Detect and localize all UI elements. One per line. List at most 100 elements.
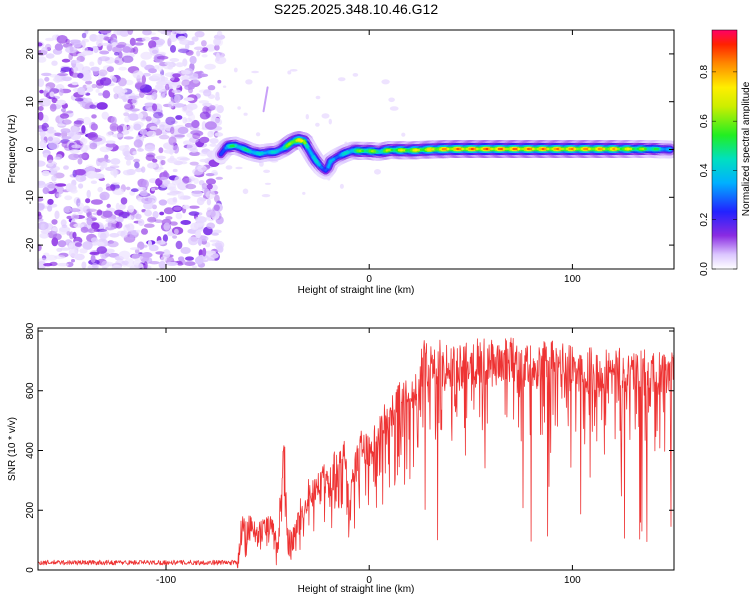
noise-blob	[111, 42, 118, 47]
noise-blob	[109, 233, 120, 238]
noise-blob	[105, 142, 117, 148]
noise-blob	[181, 105, 194, 113]
noise-blob	[195, 256, 204, 265]
noise-blob	[81, 50, 94, 56]
colorbar-tick-label: 0.8	[699, 64, 710, 78]
noise-blob	[141, 75, 146, 84]
noise-blob	[156, 55, 169, 60]
noise-blob	[106, 131, 113, 137]
noise-blob	[172, 103, 185, 108]
noise-blob	[141, 197, 153, 205]
noise-blob	[54, 156, 61, 160]
noise-blob	[69, 207, 80, 213]
noise-blob	[158, 147, 164, 154]
noise-blob	[177, 35, 187, 42]
noise-blob	[68, 242, 74, 249]
noise-blob	[101, 161, 108, 169]
noise-blob	[78, 183, 84, 189]
noise-blob	[79, 248, 88, 254]
noise-blob	[251, 70, 259, 74]
noise-blob	[199, 158, 208, 163]
noise-blob	[56, 193, 62, 198]
noise-blob	[206, 209, 216, 218]
noise-blob	[133, 123, 142, 131]
noise-blob	[70, 59, 81, 64]
noise-blob	[146, 130, 157, 138]
noise-blob	[135, 213, 142, 220]
noise-blob	[214, 194, 220, 203]
noise-blob	[124, 103, 136, 110]
noise-blob	[99, 232, 107, 242]
noise-blob	[82, 47, 89, 51]
noise-blob	[255, 132, 261, 137]
noise-blob	[38, 213, 43, 220]
noise-blob	[74, 242, 82, 247]
noise-blob	[214, 44, 220, 51]
noise-blob	[132, 70, 144, 79]
noise-blob	[199, 235, 209, 242]
noise-blob	[71, 144, 82, 149]
noise-blob	[141, 252, 153, 258]
noise-blob	[165, 83, 170, 91]
noise-blob	[163, 149, 176, 154]
noise-blob	[155, 251, 165, 255]
snr-xtick-label: 100	[564, 575, 581, 586]
noise-blob	[214, 240, 225, 250]
noise-blob	[38, 160, 46, 167]
noise-blob	[152, 211, 159, 219]
noise-blob	[91, 137, 103, 142]
noise-blob	[207, 85, 216, 91]
noise-blob	[42, 187, 49, 195]
noise-blob	[175, 62, 184, 68]
figure-title: S225.2025.348.10.46.G12	[274, 1, 438, 17]
noise-blob	[81, 32, 87, 39]
noise-blob	[47, 198, 54, 205]
snr-xtick-label: 0	[366, 575, 372, 586]
noise-blob	[140, 60, 147, 68]
noise-blob	[261, 194, 271, 198]
noise-blob	[96, 102, 108, 110]
noise-blob	[65, 261, 74, 268]
noise-blob	[163, 207, 174, 215]
noise-blob	[189, 55, 197, 65]
noise-blob	[43, 263, 53, 267]
noise-blob	[41, 170, 50, 177]
noise-blob	[133, 158, 140, 163]
snr-background	[38, 328, 674, 570]
noise-blob	[155, 240, 166, 245]
noise-blob	[182, 204, 190, 210]
noise-blob	[143, 223, 155, 228]
noise-blob	[99, 191, 110, 201]
noise-blob	[160, 159, 166, 166]
noise-blob	[64, 195, 73, 201]
noise-blob	[151, 187, 156, 192]
noise-blob	[138, 219, 145, 226]
noise-blob	[104, 36, 114, 42]
noise-blob	[192, 132, 201, 140]
noise-blob	[149, 261, 160, 265]
noise-blob	[189, 151, 201, 156]
noise-blob	[101, 111, 109, 120]
noise-blob	[134, 167, 143, 173]
noise-blob	[97, 241, 105, 248]
noise-blob	[125, 186, 131, 191]
noise-blob	[114, 52, 120, 56]
noise-blob	[118, 250, 131, 260]
noise-blob	[96, 228, 107, 232]
noise-blob	[144, 145, 156, 152]
noise-blob	[86, 217, 93, 226]
noise-blob	[124, 144, 129, 148]
noise-blob	[57, 262, 69, 267]
noise-blob	[305, 114, 309, 120]
noise-blob	[51, 175, 57, 182]
noise-blob	[131, 253, 144, 261]
noise-blob	[119, 203, 126, 210]
noise-blob	[123, 112, 130, 117]
noise-blob	[38, 197, 44, 202]
noise-blob	[177, 126, 189, 134]
noise-blob	[38, 106, 44, 111]
noise-blob	[71, 81, 79, 86]
noise-blob	[204, 63, 216, 70]
noise-blob	[74, 169, 86, 176]
colorbar-tick-label: 0.0	[699, 262, 710, 276]
